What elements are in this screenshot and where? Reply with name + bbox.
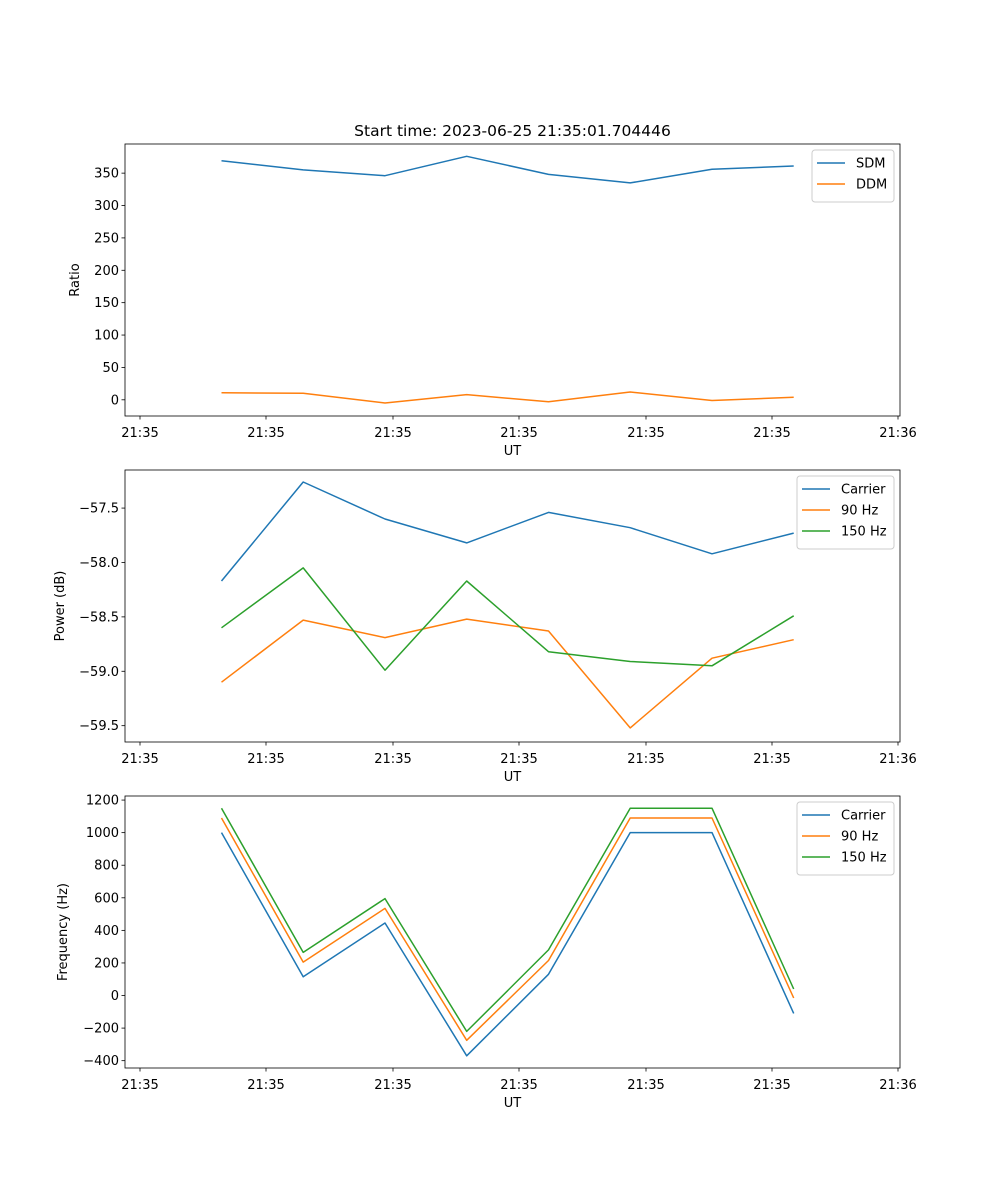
x-tick-label: 21:35 bbox=[247, 752, 284, 767]
legend-entry: 90 Hz bbox=[841, 830, 878, 845]
x-tick-label: 21:35 bbox=[247, 1078, 284, 1093]
x-tick-label: 21:35 bbox=[500, 1078, 537, 1093]
chart-panel-2: −59.5 −59.0 −58.5 −58.0 −57.5 21:35 21:35 21:35… bbox=[53, 470, 917, 785]
y-axis-label: Power (dB) bbox=[53, 571, 68, 642]
y-tick-label: 150 bbox=[94, 296, 119, 311]
legend-entry: DDM bbox=[856, 178, 887, 193]
x-axis-label: UT bbox=[504, 770, 522, 785]
y-tick-label: −59.5 bbox=[79, 719, 119, 734]
series-line-90-hz bbox=[222, 619, 794, 728]
y-tick-label: 350 bbox=[94, 167, 119, 182]
series-line-ddm bbox=[222, 392, 794, 403]
y-tick-label: 100 bbox=[94, 329, 119, 344]
x-tick-label: 21:35 bbox=[247, 426, 284, 441]
figure-title: Start time: 2023-06-25 21:35:01.704446 bbox=[354, 122, 671, 140]
x-tick-label: 21:35 bbox=[627, 752, 664, 767]
x-tick-label: 21:35 bbox=[500, 752, 537, 767]
x-tick-label: 21:35 bbox=[753, 1078, 790, 1093]
x-tick-label: 21:35 bbox=[374, 752, 411, 767]
x-tick-label: 21:35 bbox=[121, 752, 158, 767]
x-axis-label: UT bbox=[504, 444, 522, 459]
x-tick-label: 21:36 bbox=[879, 752, 916, 767]
y-tick-label: 200 bbox=[94, 264, 119, 279]
series-line-90-hz bbox=[222, 818, 794, 1040]
y-tick-label: 1200 bbox=[86, 794, 119, 809]
chart-panel-3: −400 −200 0 200 400 600 800 1000 1200 21:35 21:35 2… bbox=[56, 794, 917, 1111]
x-tick-label: 21:35 bbox=[374, 1078, 411, 1093]
y-tick-label: 200 bbox=[94, 956, 119, 971]
y-tick-label: 50 bbox=[102, 361, 119, 376]
axes-frame bbox=[125, 470, 900, 742]
legend-entry: SDM bbox=[856, 157, 885, 172]
y-tick-label: 250 bbox=[94, 231, 119, 246]
x-tick-label: 21:35 bbox=[753, 426, 790, 441]
y-tick-label: −400 bbox=[83, 1054, 119, 1069]
chart-panel-1: 0 50 100 150 200 250 300 350 21:35 21:35 21:35 21:3… bbox=[68, 144, 917, 459]
y-tick-label: 600 bbox=[94, 891, 119, 906]
y-axis-label: Ratio bbox=[68, 263, 83, 296]
x-tick-label: 21:35 bbox=[753, 752, 790, 767]
series-line-150-hz bbox=[222, 568, 794, 670]
y-tick-label: −58.0 bbox=[79, 556, 119, 571]
y-tick-label: −59.0 bbox=[79, 665, 119, 680]
axes-frame bbox=[125, 796, 900, 1068]
y-tick-label: −58.5 bbox=[79, 610, 119, 625]
x-tick-label: 21:36 bbox=[879, 426, 916, 441]
x-tick-label: 21:35 bbox=[374, 426, 411, 441]
x-tick-label: 21:35 bbox=[627, 1078, 664, 1093]
y-tick-label: 0 bbox=[111, 989, 119, 1004]
series-line-150-hz bbox=[222, 808, 794, 1031]
y-tick-label: −200 bbox=[83, 1022, 119, 1037]
x-tick-label: 21:35 bbox=[121, 1078, 158, 1093]
legend-entry: 150 Hz bbox=[841, 525, 887, 540]
x-tick-label: 21:35 bbox=[627, 426, 664, 441]
y-tick-label: −57.5 bbox=[79, 502, 119, 517]
x-tick-label: 21:35 bbox=[121, 426, 158, 441]
y-tick-label: 400 bbox=[94, 924, 119, 939]
legend-entry: Carrier bbox=[841, 483, 886, 498]
x-tick-label: 21:36 bbox=[879, 1078, 916, 1093]
x-axis-label: UT bbox=[504, 1096, 522, 1111]
series-line-carrier bbox=[222, 833, 794, 1056]
legend-entry: 90 Hz bbox=[841, 504, 878, 519]
y-axis-label: Frequency (Hz) bbox=[56, 883, 71, 981]
axes-frame bbox=[125, 144, 900, 416]
legend-entry: Carrier bbox=[841, 809, 886, 824]
legend-entry: 150 Hz bbox=[841, 851, 887, 866]
y-tick-label: 800 bbox=[94, 859, 119, 874]
y-tick-label: 300 bbox=[94, 199, 119, 214]
x-tick-label: 21:35 bbox=[500, 426, 537, 441]
y-tick-label: 0 bbox=[111, 393, 119, 408]
series-line-sdm bbox=[222, 156, 794, 183]
y-tick-label: 1000 bbox=[86, 826, 119, 841]
series-line-carrier bbox=[222, 482, 794, 581]
